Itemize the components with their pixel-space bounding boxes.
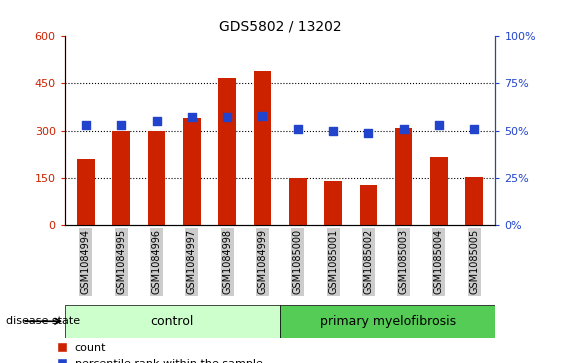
Text: GSM1085003: GSM1085003 bbox=[399, 229, 409, 294]
Text: GSM1084999: GSM1084999 bbox=[257, 229, 267, 294]
Bar bbox=[280, 305, 495, 338]
Bar bbox=[324, 181, 342, 225]
Bar bbox=[430, 158, 448, 225]
Bar bbox=[360, 185, 377, 225]
Text: GSM1084997: GSM1084997 bbox=[187, 229, 197, 294]
Text: GSM1084995: GSM1084995 bbox=[116, 229, 126, 294]
Bar bbox=[65, 305, 280, 338]
Point bbox=[82, 122, 91, 128]
Text: GSM1084996: GSM1084996 bbox=[151, 229, 162, 294]
Point bbox=[258, 113, 267, 118]
Bar bbox=[395, 128, 413, 225]
Title: GDS5802 / 13202: GDS5802 / 13202 bbox=[219, 20, 341, 34]
Text: control: control bbox=[151, 315, 194, 328]
Text: primary myelofibrosis: primary myelofibrosis bbox=[320, 315, 456, 328]
Point bbox=[187, 115, 196, 121]
Text: GSM1084998: GSM1084998 bbox=[222, 229, 232, 294]
Point bbox=[222, 115, 231, 121]
Text: GSM1085000: GSM1085000 bbox=[293, 229, 303, 294]
Text: GSM1085002: GSM1085002 bbox=[363, 229, 373, 294]
Bar bbox=[466, 177, 483, 225]
Point bbox=[117, 122, 126, 128]
Legend: count, percentile rank within the sample: count, percentile rank within the sample bbox=[59, 343, 262, 363]
Point bbox=[435, 122, 444, 128]
Bar bbox=[218, 78, 236, 225]
Bar bbox=[289, 179, 307, 225]
Bar bbox=[77, 159, 95, 225]
Text: GSM1084994: GSM1084994 bbox=[81, 229, 91, 294]
Text: disease state: disease state bbox=[6, 316, 80, 326]
Text: GSM1085001: GSM1085001 bbox=[328, 229, 338, 294]
Bar bbox=[148, 131, 166, 225]
Bar bbox=[253, 71, 271, 225]
Point bbox=[470, 126, 479, 132]
Point bbox=[329, 128, 338, 134]
Bar bbox=[183, 118, 200, 225]
Text: GSM1085004: GSM1085004 bbox=[434, 229, 444, 294]
Text: GSM1085005: GSM1085005 bbox=[469, 229, 479, 294]
Point bbox=[399, 126, 408, 132]
Point bbox=[152, 118, 161, 124]
Point bbox=[364, 130, 373, 135]
Bar bbox=[113, 131, 130, 225]
Point bbox=[293, 126, 302, 132]
